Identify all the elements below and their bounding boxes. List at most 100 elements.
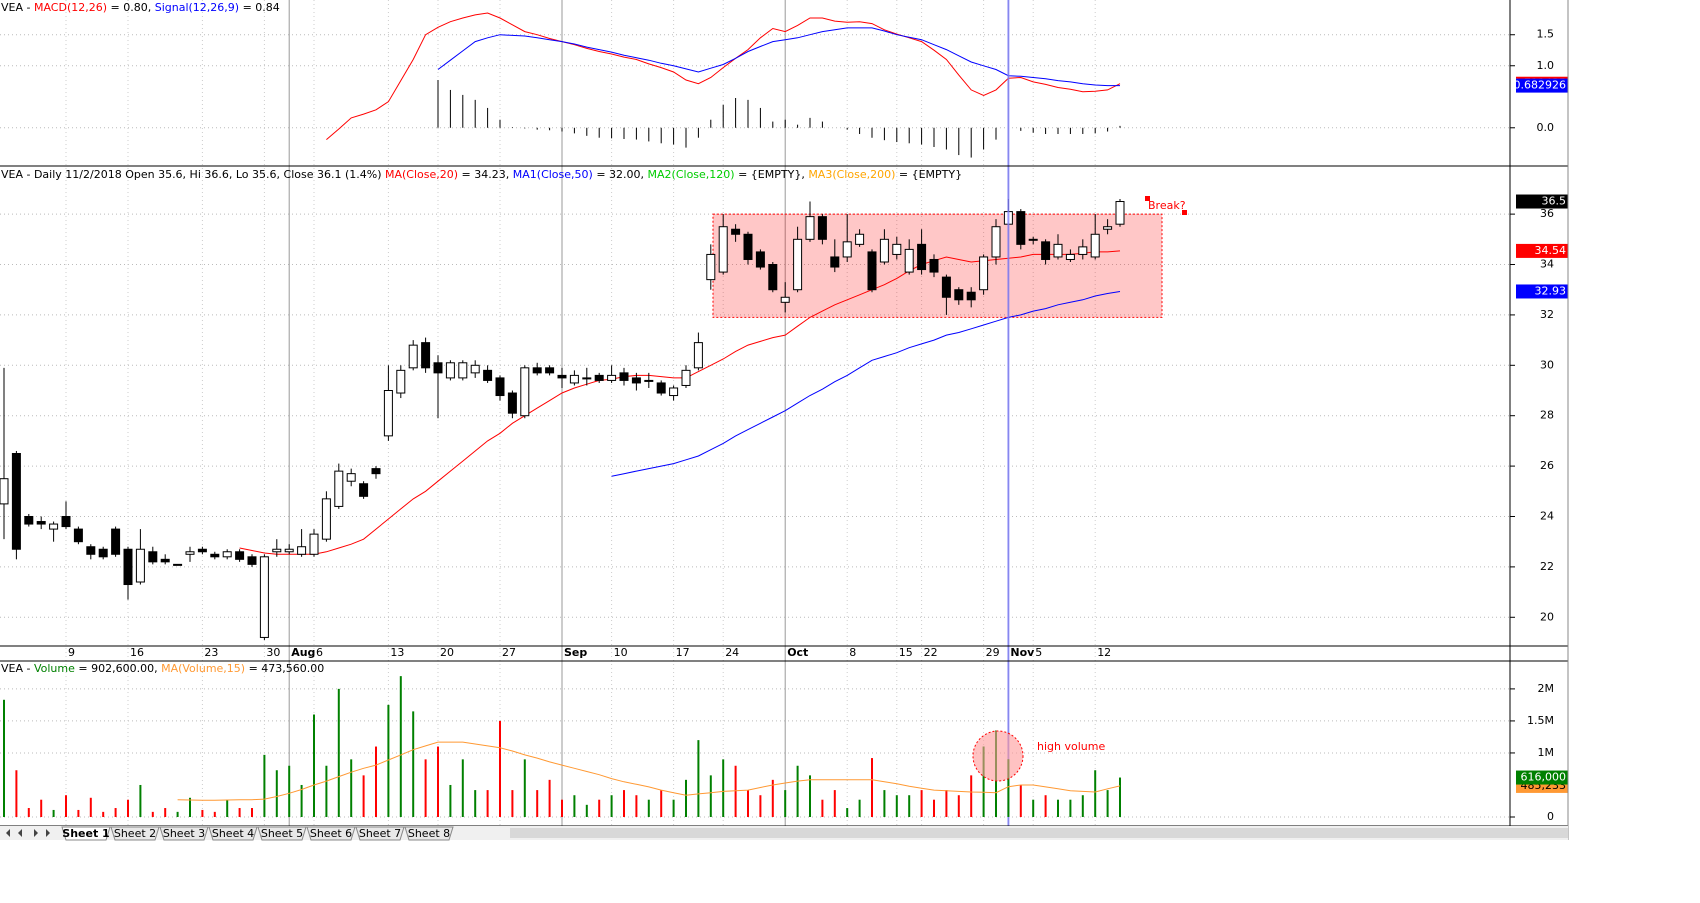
- sheet-tab[interactable]: [306, 826, 356, 841]
- candle-body: [619, 372, 629, 381]
- x-tick-label: 20: [440, 646, 454, 659]
- header-segment: MACD(12,26): [34, 1, 107, 14]
- x-tick-label: 6: [316, 646, 323, 659]
- x-tick-label: Oct: [787, 646, 808, 659]
- header-segment: Signal(12,26,9): [155, 1, 239, 14]
- candle-body: [830, 256, 840, 268]
- line-series: [437, 27, 1120, 87]
- sheet-tab[interactable]: [159, 826, 209, 841]
- candle-body: [842, 241, 852, 258]
- candle-body: [1065, 253, 1075, 260]
- annotation: Break?: [1148, 199, 1186, 212]
- sheet-tab-label[interactable]: Sheet 4: [212, 827, 254, 840]
- header-segment: MA(Volume,15): [161, 662, 245, 675]
- candle-body: [966, 291, 976, 301]
- candle-body: [247, 556, 257, 565]
- y-tick-label: 28: [1540, 409, 1554, 422]
- y-tick-label: 0: [1547, 810, 1554, 823]
- candle-body: [1115, 201, 1125, 225]
- value-marker: 34.54: [1535, 244, 1567, 257]
- candle-body: [780, 296, 790, 303]
- sheet-tabs: Sheet 1 Sheet 2 Sheet 3 Sheet 4 Sheet 5 Sheet…: [0, 826, 1568, 841]
- candle-body: [892, 243, 902, 255]
- candle-body: [421, 342, 431, 369]
- candle-body: [210, 553, 220, 558]
- pane-header: VEA - Daily 11/2/2018 Open 35.6, Hi 36.6…: [1, 168, 962, 181]
- candle-body: [867, 251, 877, 291]
- candle-body: [259, 556, 269, 638]
- sheet-tab[interactable]: [257, 826, 307, 841]
- y-tick-label: 20: [1540, 610, 1554, 623]
- candle-body: [1078, 246, 1088, 255]
- value-marker: 0.682926: [1514, 79, 1567, 92]
- sheet-tab[interactable]: [61, 826, 111, 841]
- candle-body: [148, 551, 158, 563]
- candle-body: [979, 256, 989, 291]
- sheet-tab[interactable]: [208, 826, 258, 841]
- x-tick-label: 23: [204, 646, 218, 659]
- value-marker: 616,000: [1521, 771, 1567, 784]
- x-tick-label: 30: [266, 646, 280, 659]
- header-segment: = 473,560.00: [245, 662, 324, 675]
- sheet-tab-label[interactable]: Sheet 5: [261, 827, 303, 840]
- y-tick-label: 1.5M: [1527, 714, 1554, 727]
- candle-body: [631, 377, 641, 384]
- candle-body: [495, 377, 505, 397]
- x-tick-label: 12: [1097, 646, 1111, 659]
- sheet-tab-label[interactable]: Sheet 2: [114, 827, 156, 840]
- header-segment: MA3(Close,200): [808, 168, 895, 181]
- candle-body: [954, 289, 964, 301]
- candle-body: [197, 548, 207, 553]
- candle-body: [644, 379, 654, 382]
- header-segment: = 32.00,: [593, 168, 648, 181]
- candle-body: [817, 216, 827, 240]
- value-marker-bg: [1516, 284, 1568, 299]
- header-segment: VEA -: [1, 662, 34, 675]
- candle-body: [222, 551, 232, 558]
- header-segment: = 902,600.00,: [75, 662, 161, 675]
- candle-body: [371, 468, 381, 475]
- candle-body: [507, 392, 517, 414]
- candle-body: [929, 258, 939, 273]
- sheet-tab-label[interactable]: Sheet 7: [359, 827, 401, 840]
- candle-body: [569, 374, 579, 384]
- candle-body: [669, 387, 679, 397]
- pane-header: VEA - Volume = 902,600.00, MA(Volume,15)…: [1, 662, 324, 675]
- header-segment: = 34.23,: [458, 168, 513, 181]
- x-tick-label: 10: [614, 646, 628, 659]
- sheet-tab-label[interactable]: Sheet 1: [62, 827, 109, 840]
- candle-body: [718, 226, 728, 273]
- sheet-tab-label[interactable]: Sheet 8: [408, 827, 450, 840]
- sheet-tab[interactable]: [404, 826, 454, 841]
- sheet-tab-label[interactable]: Sheet 3: [163, 827, 205, 840]
- candle-body: [321, 498, 331, 540]
- header-segment: = {EMPTY},: [735, 168, 809, 181]
- header-segment: = 0.84: [239, 1, 280, 14]
- candle-body: [235, 551, 245, 560]
- candle-body: [73, 528, 83, 543]
- scrollbar[interactable]: [510, 828, 1568, 838]
- y-tick-label: 24: [1540, 509, 1554, 522]
- y-tick-label: 1M: [1538, 746, 1555, 759]
- candle-body: [86, 546, 96, 555]
- sheet-tab[interactable]: [110, 826, 160, 841]
- candle-body: [656, 382, 666, 394]
- annotation: high volume: [1037, 740, 1105, 753]
- candle-body: [383, 390, 393, 437]
- candle-body: [359, 483, 369, 497]
- candle-body: [904, 248, 914, 273]
- x-tick-label: 13: [390, 646, 404, 659]
- x-tick-label: Nov: [1010, 646, 1035, 659]
- candle-body: [582, 377, 592, 380]
- tab-nav-arrow: [18, 829, 22, 837]
- candle-body: [532, 367, 542, 374]
- y-tick-label: 26: [1540, 459, 1554, 472]
- value-marker: 36.5: [1542, 195, 1567, 208]
- sheet-tab[interactable]: [355, 826, 405, 841]
- x-tick-label: 9: [68, 646, 75, 659]
- line-series: [611, 291, 1121, 477]
- candle-body: [470, 364, 480, 374]
- candle-body: [11, 452, 21, 550]
- candle-body: [1053, 243, 1063, 258]
- sheet-tab-label[interactable]: Sheet 6: [310, 827, 352, 840]
